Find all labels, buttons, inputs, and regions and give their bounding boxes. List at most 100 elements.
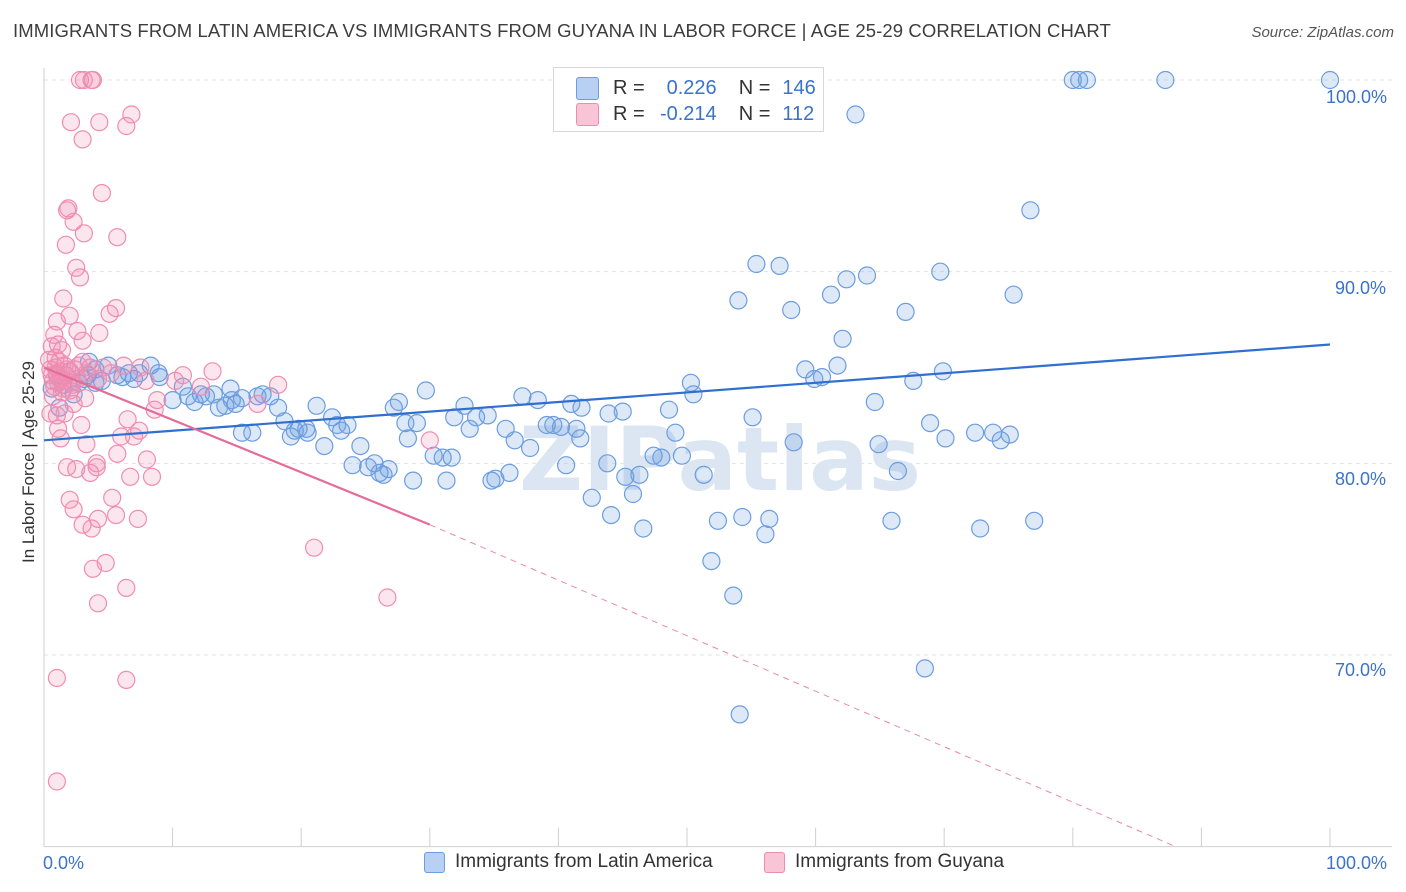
legend-label: Immigrants from Guyana — [795, 851, 1005, 872]
point-latin-america — [869, 435, 888, 454]
point-latin-america — [747, 254, 766, 274]
point-guyana — [90, 113, 109, 132]
point-latin-america — [374, 465, 393, 484]
legend-item-latin-america: Immigrants from Latin America — [424, 851, 713, 873]
point-guyana — [106, 505, 126, 525]
y-tick-label-80: 80.0% — [1335, 469, 1387, 489]
point-guyana — [131, 358, 150, 377]
point-guyana — [73, 130, 92, 149]
legend-n-label: N = — [738, 102, 771, 125]
correlation-legend: R = 0.226 N = 146 R = -0.214 N = 112 — [553, 67, 824, 132]
point-latin-america — [659, 400, 679, 419]
point-guyana — [124, 427, 144, 446]
point-guyana — [420, 431, 439, 450]
point-latin-america — [1320, 70, 1340, 90]
point-guyana — [59, 199, 78, 218]
point-latin-america — [833, 329, 852, 348]
point-guyana — [73, 331, 92, 350]
point-guyana — [191, 377, 210, 396]
point-latin-america — [782, 300, 801, 320]
point-latin-america — [528, 391, 547, 410]
axes — [43, 68, 1392, 848]
point-latin-america — [1063, 70, 1082, 90]
legend-item-guyana: Immigrants from Guyana — [764, 851, 1004, 873]
legend-r-label: R = — [613, 102, 645, 125]
point-latin-america — [694, 465, 713, 484]
point-latin-america — [733, 507, 752, 527]
point-latin-america — [630, 465, 649, 484]
point-guyana — [41, 404, 60, 423]
point-guyana — [122, 105, 141, 124]
point-latin-america — [971, 519, 990, 538]
legend-r-value: -0.214 — [659, 102, 717, 125]
point-latin-america — [416, 381, 435, 400]
point-guyana — [130, 421, 149, 440]
point-guyana — [47, 772, 67, 791]
point-latin-america — [108, 366, 127, 385]
point-guyana — [108, 228, 127, 247]
point-latin-america — [315, 437, 334, 456]
point-guyana — [117, 670, 136, 690]
point-latin-america — [537, 415, 556, 435]
point-guyana — [90, 323, 109, 343]
point-guyana — [87, 458, 106, 477]
trend-line-latin-america — [43, 343, 1331, 442]
point-latin-america — [865, 392, 884, 412]
point-latin-america — [965, 423, 985, 442]
point-latin-america — [896, 302, 915, 321]
point-latin-america — [724, 586, 743, 605]
point-latin-america — [163, 391, 182, 410]
point-guyana — [117, 116, 136, 136]
point-latin-america — [556, 456, 576, 475]
trend-lines — [43, 343, 1331, 848]
legend-n-value: 112 — [782, 102, 815, 125]
point-latin-america — [232, 423, 252, 442]
point-latin-america — [384, 398, 403, 417]
point-latin-america — [821, 285, 841, 304]
point-guyana — [67, 460, 86, 479]
point-guyana — [114, 356, 133, 375]
point-guyana — [106, 299, 126, 318]
point-latin-america — [1004, 285, 1023, 304]
point-latin-america — [828, 356, 847, 375]
point-latin-america — [567, 419, 586, 438]
point-guyana — [77, 435, 96, 454]
point-guyana — [69, 356, 88, 375]
x-tick-label-0: 0.0% — [43, 853, 85, 873]
point-latin-america — [442, 448, 461, 467]
point-latin-america — [343, 456, 362, 475]
y-tick-label-100: 100.0% — [1326, 87, 1388, 107]
legend-swatch-latin-america — [576, 76, 599, 100]
point-latin-america — [505, 431, 524, 450]
point-latin-america — [882, 511, 901, 530]
point-guyana — [112, 427, 131, 446]
point-latin-america — [582, 488, 601, 507]
point-latin-america — [708, 511, 728, 530]
point-latin-america — [672, 446, 692, 465]
point-latin-america — [684, 385, 703, 404]
point-latin-america — [389, 392, 408, 412]
legend-swatch-guyana — [576, 102, 599, 126]
point-guyana — [83, 70, 103, 90]
source-label: Source: ZipAtlas.com — [1251, 24, 1394, 41]
point-guyana — [121, 467, 140, 486]
point-guyana — [142, 467, 162, 486]
point-latin-america — [404, 471, 423, 490]
legend-label: Immigrants from Latin America — [455, 851, 713, 872]
point-latin-america — [634, 519, 653, 538]
point-latin-america — [551, 417, 571, 436]
point-latin-america — [613, 402, 632, 421]
point-latin-america — [666, 423, 685, 442]
point-guyana — [54, 289, 73, 308]
point-guyana — [67, 258, 86, 277]
point-latin-america — [888, 461, 908, 481]
point-latin-america — [359, 458, 378, 477]
point-latin-america — [991, 431, 1010, 450]
legend-n-value: 146 — [782, 76, 816, 99]
point-latin-america — [616, 467, 635, 486]
point-latin-america — [598, 454, 617, 473]
legend-swatch-latin-america — [424, 851, 445, 873]
point-guyana — [117, 578, 136, 598]
point-latin-america — [599, 404, 618, 423]
point-latin-america — [837, 270, 856, 289]
